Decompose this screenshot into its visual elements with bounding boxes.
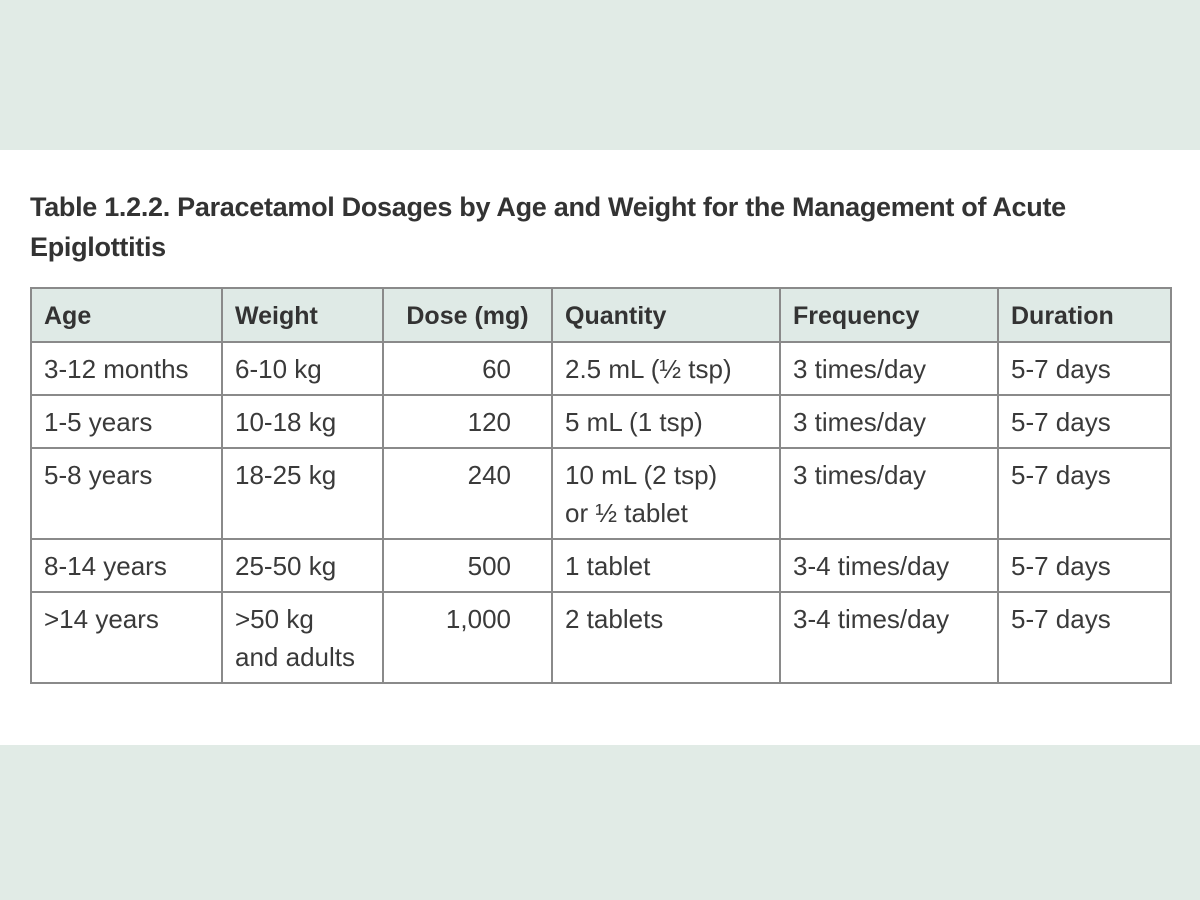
table-cell: 5-7 days <box>997 341 1172 396</box>
column-header: Weight <box>221 287 384 343</box>
table-cell: 18-25 kg <box>221 447 384 540</box>
dosage-table: Age Weight Dose (mg) Quantity Frequency Durat… <box>30 287 1172 684</box>
table-cell: 60 <box>382 341 553 396</box>
column-header: Frequency <box>779 287 999 343</box>
table-row: >14 years >50 kg and adults 1,000 2 tablets… <box>30 591 1172 684</box>
table-row: 8-14 years 25-50 kg 500 1 tablet 3-4 times/d… <box>30 538 1172 593</box>
column-header: Dose (mg) <box>382 287 553 343</box>
table-cell: 1-5 years <box>30 394 223 449</box>
table-cell: 6-10 kg <box>221 341 384 396</box>
table-cell: 5-7 days <box>997 538 1172 593</box>
table-row: 5-8 years 18-25 kg 240 10 mL (2 tsp) or ½ t… <box>30 447 1172 540</box>
table-cell: 1 tablet <box>551 538 781 593</box>
table-cell: 2.5 mL (½ tsp) <box>551 341 781 396</box>
table-cell: 120 <box>382 394 553 449</box>
table-cell: 2 tablets <box>551 591 781 684</box>
header-row: Age Weight Dose (mg) Quantity Frequency Durat… <box>30 287 1172 343</box>
table-cell: 240 <box>382 447 553 540</box>
table-header: Age Weight Dose (mg) Quantity Frequency Durat… <box>30 287 1172 343</box>
table-cell: 3-4 times/day <box>779 538 999 593</box>
table-cell: 10-18 kg <box>221 394 384 449</box>
table-body: 3-12 months 6-10 kg 60 2.5 mL (½ tsp) 3 time… <box>30 341 1172 684</box>
table-cell: >50 kg and adults <box>221 591 384 684</box>
column-header: Quantity <box>551 287 781 343</box>
document-sheet: Table 1.2.2. Paracetamol Dosages by Age … <box>0 150 1200 745</box>
table-row: 1-5 years 10-18 kg 120 5 mL (1 tsp) 3 times/… <box>30 394 1172 449</box>
table-cell: 500 <box>382 538 553 593</box>
table-cell: 3 times/day <box>779 447 999 540</box>
table-cell: 3 times/day <box>779 394 999 449</box>
table-cell: 3-12 months <box>30 341 223 396</box>
table-cell: 5-8 years <box>30 447 223 540</box>
table-cell: 5-7 days <box>997 591 1172 684</box>
table-cell: 5-7 days <box>997 394 1172 449</box>
table-cell: 1,000 <box>382 591 553 684</box>
column-header: Duration <box>997 287 1172 343</box>
column-header: Age <box>30 287 223 343</box>
table-cell: >14 years <box>30 591 223 684</box>
table-cell: 3-4 times/day <box>779 591 999 684</box>
table-cell: 25-50 kg <box>221 538 384 593</box>
table-row: 3-12 months 6-10 kg 60 2.5 mL (½ tsp) 3 time… <box>30 341 1172 396</box>
table-cell: 5 mL (1 tsp) <box>551 394 781 449</box>
table-cell: 3 times/day <box>779 341 999 396</box>
table-cell: 5-7 days <box>997 447 1172 540</box>
table-cell: 10 mL (2 tsp) or ½ tablet <box>551 447 781 540</box>
table-cell: 8-14 years <box>30 538 223 593</box>
table-title: Table 1.2.2. Paracetamol Dosages by Age … <box>30 192 1066 262</box>
